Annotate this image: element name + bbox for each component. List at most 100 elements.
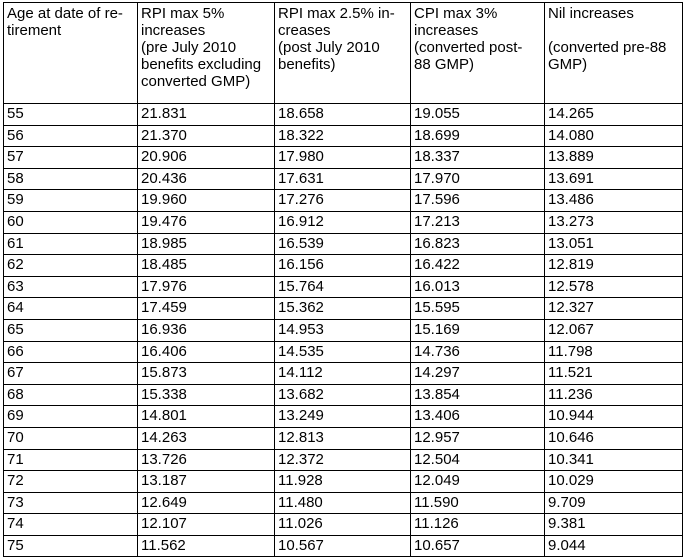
header-line: (pre July 2010	[141, 39, 237, 56]
factor-cell: 11.562	[137, 534, 275, 558]
factor-cell: 14.297	[410, 362, 545, 385]
age-cell: 70	[3, 426, 138, 450]
header-line: creases	[278, 22, 331, 39]
factor-cell: 14.736	[410, 340, 545, 364]
factor-cell: 19.960	[137, 189, 275, 212]
factor-cell: 9.381	[544, 513, 683, 536]
header-line: Nil increases	[548, 5, 634, 22]
factor-cell: 11.026	[274, 513, 411, 536]
header-line: 88 GMP)	[414, 56, 475, 73]
header-row: Age at date of re- tirement RPI max 5% i…	[3, 2, 683, 104]
factor-cell: 12.649	[137, 491, 275, 515]
factor-cell: 11.236	[544, 383, 683, 407]
factor-cell: 19.476	[137, 210, 275, 234]
factor-cell: 13.051	[544, 232, 683, 256]
table-row: 75 11.562 10.567 10.657 9.044	[3, 534, 683, 558]
header-line: RPI max 2.5% in-	[278, 5, 395, 22]
age-cell: 71	[3, 448, 138, 472]
factor-cell: 10.341	[544, 448, 683, 472]
factor-cell: 17.276	[274, 189, 411, 212]
factor-cell: 16.912	[274, 210, 411, 234]
table-row: 69 14.801 13.249 13.406 10.944	[3, 405, 683, 428]
header-line: benefits)	[278, 56, 336, 73]
factor-cell: 9.044	[544, 534, 683, 558]
table-row: 72 13.187 11.928 12.049 10.029	[3, 470, 683, 493]
header-cell: CPI max 3% increases (converted post- 88…	[410, 2, 545, 104]
factor-cell: 12.327	[544, 297, 683, 320]
factor-cell: 10.567	[274, 534, 411, 558]
factor-cell: 13.249	[274, 405, 411, 428]
factor-cell: 18.699	[410, 124, 545, 148]
header-cell: Nil increases (converted pre-88 GMP)	[544, 2, 683, 104]
factor-cell: 21.831	[137, 103, 275, 126]
age-cell: 63	[3, 275, 138, 299]
factor-cell: 12.107	[137, 513, 275, 536]
factor-cell: 13.273	[544, 210, 683, 234]
table-row: 56 21.370 18.322 18.699 14.080	[3, 124, 683, 148]
factor-cell: 12.819	[544, 254, 683, 277]
table-row: 55 21.831 18.658 19.055 14.265	[3, 103, 683, 126]
table-row: 58 20.436 17.631 17.970 13.691	[3, 167, 683, 191]
age-cell: 65	[3, 318, 138, 342]
age-cell: 60	[3, 210, 138, 234]
age-cell: 68	[3, 383, 138, 407]
header-line: increases	[414, 22, 479, 39]
table-row: 74 12.107 11.026 11.126 9.381	[3, 513, 683, 536]
age-cell: 56	[3, 124, 138, 148]
age-cell: 64	[3, 297, 138, 320]
age-cell: 67	[3, 362, 138, 385]
age-cell: 73	[3, 491, 138, 515]
factor-cell: 17.980	[274, 146, 411, 169]
factor-cell: 11.928	[274, 470, 411, 493]
header-line: (post July 2010	[278, 39, 380, 56]
factor-cell: 12.372	[274, 448, 411, 472]
factor-cell: 13.682	[274, 383, 411, 407]
factor-cell: 14.112	[274, 362, 411, 385]
header-line: Age at date of re-	[7, 5, 123, 22]
age-cell: 62	[3, 254, 138, 277]
factor-cell: 17.970	[410, 167, 545, 191]
factor-cell: 13.406	[410, 405, 545, 428]
factor-cell: 17.596	[410, 189, 545, 212]
header-line: RPI max 5%	[141, 5, 225, 22]
factor-cell: 10.029	[544, 470, 683, 493]
factor-cell: 12.504	[410, 448, 545, 472]
factor-cell: 16.539	[274, 232, 411, 256]
header-cell: RPI max 5% increases (pre July 2010 bene…	[137, 2, 275, 104]
table-body: 55 21.831 18.658 19.055 14.265 56 21.370 18.322…	[3, 103, 683, 558]
header-line: (converted post-	[414, 39, 523, 56]
header-line: CPI max 3%	[414, 5, 498, 22]
age-cell: 72	[3, 470, 138, 493]
factor-cell: 14.265	[544, 103, 683, 126]
factor-cell: 11.521	[544, 362, 683, 385]
factor-cell: 12.957	[410, 426, 545, 450]
table-row: 70 14.263 12.813 12.957 10.646	[3, 426, 683, 450]
factor-cell: 20.906	[137, 146, 275, 169]
factor-cell: 14.801	[137, 405, 275, 428]
factor-cell: 19.055	[410, 103, 545, 126]
table-row: 67 15.873 14.112 14.297 11.521	[3, 362, 683, 385]
header-cell: Age at date of re- tirement	[3, 2, 138, 104]
factor-cell: 15.169	[410, 318, 545, 342]
factor-cell: 13.726	[137, 448, 275, 472]
header-line: benefits excluding	[141, 56, 262, 73]
factor-cell: 12.578	[544, 275, 683, 299]
age-cell: 55	[3, 103, 138, 126]
age-cell: 74	[3, 513, 138, 536]
age-cell: 66	[3, 340, 138, 364]
factor-cell: 11.798	[544, 340, 683, 364]
table-row: 65 16.936 14.953 15.169 12.067	[3, 318, 683, 342]
factor-cell: 17.459	[137, 297, 275, 320]
factor-cell: 17.976	[137, 275, 275, 299]
table-row: 66 16.406 14.535 14.736 11.798	[3, 340, 683, 364]
factor-cell: 16.823	[410, 232, 545, 256]
factor-cell: 11.126	[410, 513, 545, 536]
age-cell: 58	[3, 167, 138, 191]
factor-cell: 11.480	[274, 491, 411, 515]
factor-cell: 16.013	[410, 275, 545, 299]
factor-cell: 10.646	[544, 426, 683, 450]
factor-cell: 15.362	[274, 297, 411, 320]
header-line: increases	[141, 22, 206, 39]
header-line: converted GMP)	[141, 73, 251, 90]
